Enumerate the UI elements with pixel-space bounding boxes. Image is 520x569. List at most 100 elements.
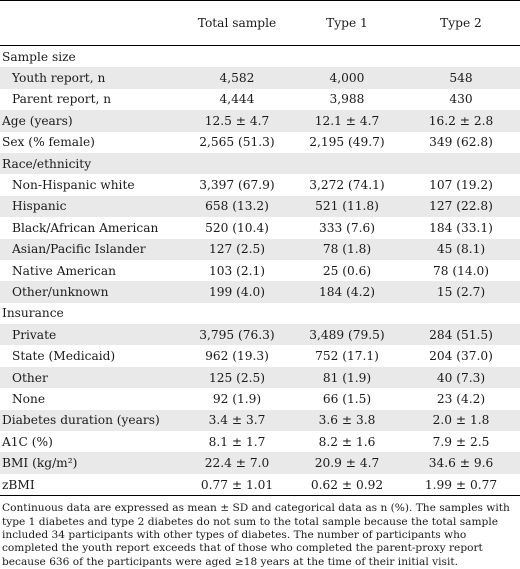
row-label: Youth report, n <box>0 67 182 89</box>
header-cell-total-sample: Total sample <box>197 16 277 30</box>
cell-total-sample: 103 (2.1) <box>208 263 266 278</box>
cell-total-sample: 125 (2.5) <box>182 366 292 389</box>
cell-type-2: 430 <box>449 92 473 107</box>
header-cell-label <box>0 1 182 46</box>
row-label: Non-Hispanic white <box>12 178 135 193</box>
cell-total-sample <box>182 303 292 324</box>
table-row: Black/African American 520 (10.4) 333 (7.6… <box>0 217 520 238</box>
row-label: Race/ethnicity <box>0 152 182 175</box>
table-row: Private 3,795 (76.3) 3,489 (79.5) 284 (51.5… <box>0 324 520 346</box>
table-row: Native American 103 (2.1) 25 (0.6) 78 (14.0… <box>0 260 520 281</box>
row-label: Diabetes duration (years) <box>0 409 182 432</box>
table-row: Parent report, n 4,444 3,988 430 <box>0 89 520 110</box>
table-row: Youth report, n 4,582 4,000 548 <box>0 67 520 89</box>
row-label: Native American <box>12 263 116 278</box>
table-row: BMI (kg/m²) 22.4 ± 7.0 20.9 ± 4.7 34.6 ± 9.… <box>0 452 520 474</box>
table-row: Other/unknown 199 (4.0) 184 (4.2) 15 (2.7) <box>0 281 520 303</box>
row-label: Other/unknown <box>0 281 182 303</box>
table-body: Sample size Youth report, n 4,582 4,000 548 P… <box>0 46 520 496</box>
row-label: Black/African American <box>12 220 159 235</box>
table-row: Sample size <box>0 46 520 68</box>
cell-type-1: 2,195 (49.7) <box>309 135 385 150</box>
cell-type-2: 107 (19.2) <box>429 178 493 193</box>
table-row: A1C (%) 8.1 ± 1.7 8.2 ± 1.6 7.9 ± 2.5 <box>0 431 520 452</box>
row-label: Sex (% female) <box>2 135 95 150</box>
row-label: A1C (%) <box>2 434 53 449</box>
row-label: zBMI <box>2 477 35 492</box>
cell-total-sample: 127 (2.5) <box>182 238 292 260</box>
cell-total-sample: 962 (19.3) <box>205 349 269 364</box>
cell-total-sample: 658 (13.2) <box>182 195 292 218</box>
cell-total-sample: 520 (10.4) <box>205 220 269 235</box>
cell-type-1: 521 (11.8) <box>292 195 402 218</box>
cell-type-1: 12.1 ± 4.7 <box>292 110 402 132</box>
table-row: Non-Hispanic white 3,397 (67.9) 3,272 (74.… <box>0 174 520 195</box>
cell-type-2: 15 (2.7) <box>402 281 520 303</box>
table-row: Sex (% female) 2,565 (51.3) 2,195 (49.7) 34… <box>0 132 520 153</box>
cell-total-sample: 2,565 (51.3) <box>199 135 275 150</box>
cell-type-2: 127 (22.8) <box>402 195 520 218</box>
header-cell-type-1: Type 1 <box>326 16 368 30</box>
row-label: Private <box>0 324 182 346</box>
cell-type-2: 284 (51.5) <box>402 324 520 346</box>
cell-type-2 <box>402 152 520 175</box>
cell-total-sample: 4,444 <box>219 92 255 107</box>
cell-type-1: 20.9 ± 4.7 <box>292 452 402 474</box>
row-label: Asian/Pacific Islander <box>0 238 182 260</box>
cell-type-1: 752 (17.1) <box>315 349 379 364</box>
cell-type-1 <box>292 46 402 68</box>
row-label: Hispanic <box>0 195 182 218</box>
demographics-table: Total sample Type 1 Type 2 Sample size Yo… <box>0 0 520 496</box>
cell-type-2: 7.9 ± 2.5 <box>432 434 490 449</box>
cell-type-2: 16.2 ± 2.8 <box>402 110 520 132</box>
cell-total-sample <box>182 46 292 68</box>
cell-type-2: 1.99 ± 0.77 <box>424 477 498 492</box>
cell-total-sample: 22.4 ± 7.0 <box>182 452 292 474</box>
cell-type-1: 184 (4.2) <box>292 281 402 303</box>
cell-type-2: 40 (7.3) <box>402 366 520 389</box>
row-label: None <box>12 391 46 406</box>
row-label: Sample size <box>2 49 76 64</box>
cell-type-2: 349 (62.8) <box>429 135 493 150</box>
cell-type-2: 78 (14.0) <box>432 263 490 278</box>
cell-type-2: 45 (8.1) <box>402 238 520 260</box>
table-row: Age (years) 12.5 ± 4.7 12.1 ± 4.7 16.2 ± 2.… <box>0 110 520 132</box>
header-cell-type-2: Type 2 <box>440 16 482 30</box>
cell-type-1: 3.6 ± 3.8 <box>292 409 402 432</box>
cell-total-sample: 3,397 (67.9) <box>199 178 275 193</box>
table-row: State (Medicaid) 962 (19.3) 752 (17.1) 204 … <box>0 345 520 366</box>
cell-total-sample: 12.5 ± 4.7 <box>182 110 292 132</box>
cell-type-1: 25 (0.6) <box>322 263 372 278</box>
cell-total-sample: 3.4 ± 3.7 <box>182 409 292 432</box>
cell-total-sample: 199 (4.0) <box>182 281 292 303</box>
row-label: Parent report, n <box>12 92 112 107</box>
cell-type-2: 34.6 ± 9.6 <box>402 452 520 474</box>
cell-total-sample: 8.1 ± 1.7 <box>208 434 266 449</box>
cell-type-1: 0.62 ± 0.92 <box>310 477 384 492</box>
table-row: Race/ethnicity <box>0 152 520 175</box>
table-row: None 92 (1.9) 66 (1.5) 23 (4.2) <box>0 388 520 409</box>
row-label: Other <box>0 366 182 389</box>
cell-type-1: 3,489 (79.5) <box>292 324 402 346</box>
table-row: Diabetes duration (years) 3.4 ± 3.7 3.6 ± … <box>0 409 520 432</box>
row-label: State (Medicaid) <box>12 349 116 364</box>
cell-total-sample <box>182 152 292 175</box>
cell-type-2: 204 (37.0) <box>429 349 493 364</box>
row-label: BMI (kg/m²) <box>0 452 182 474</box>
cell-type-1: 3,272 (74.1) <box>309 178 385 193</box>
cell-total-sample: 3,795 (76.3) <box>182 324 292 346</box>
cell-total-sample: 0.77 ± 1.01 <box>200 477 274 492</box>
cell-type-1: 3,988 <box>329 92 365 107</box>
cell-type-1: 78 (1.8) <box>292 238 402 260</box>
cell-type-2 <box>402 303 520 324</box>
cell-type-2: 184 (33.1) <box>429 220 493 235</box>
cell-type-1 <box>292 152 402 175</box>
cell-type-1 <box>292 303 402 324</box>
table-row: zBMI 0.77 ± 1.01 0.62 ± 0.92 1.99 ± 0.77 <box>0 474 520 496</box>
cell-type-1: 66 (1.5) <box>322 391 372 406</box>
cell-type-1: 333 (7.6) <box>318 220 376 235</box>
row-label: Insurance <box>2 306 64 321</box>
cell-type-2 <box>402 46 520 68</box>
cell-type-2: 548 <box>402 67 520 89</box>
